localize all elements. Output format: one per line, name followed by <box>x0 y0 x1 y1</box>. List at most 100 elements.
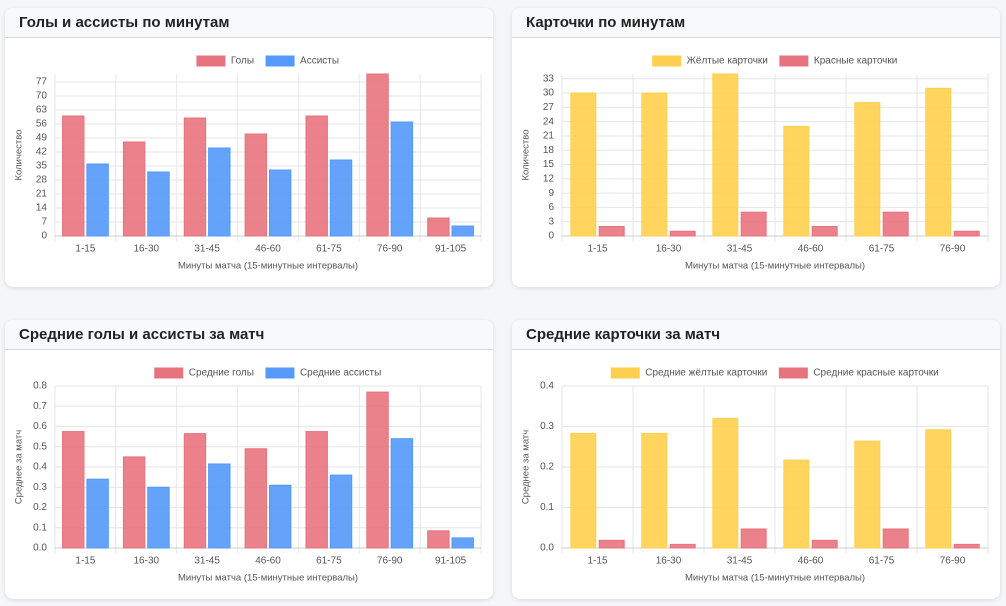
bar <box>329 474 353 549</box>
legend-swatch <box>652 55 682 67</box>
y-tick-label: 70 <box>36 91 48 102</box>
legend-label: Красные карточки <box>814 56 897 67</box>
legend: Жёлтые карточки Красные карточки <box>652 55 897 67</box>
y-axis-title: Среднее за матч <box>14 430 25 504</box>
y-tick-label: 0 <box>41 231 47 242</box>
x-tick-label: 31-45 <box>194 244 220 255</box>
bar <box>925 429 952 549</box>
legend-label: Средние голы <box>189 368 254 379</box>
bar <box>740 211 767 237</box>
bar <box>953 230 980 237</box>
bar <box>811 225 838 237</box>
y-axis-title: Среднее за матч <box>521 430 532 504</box>
x-tick-label: 46-60 <box>798 556 824 567</box>
bar <box>451 537 474 549</box>
legend-label: Ассисты <box>300 56 339 67</box>
bar <box>669 230 696 237</box>
x-tick-label: 91-105 <box>435 244 467 255</box>
y-axis-title: Количество <box>521 129 532 180</box>
bar <box>570 432 597 549</box>
x-tick-label: 76-90 <box>377 244 403 255</box>
x-tick-label: 76-90 <box>377 556 403 567</box>
bar <box>183 433 207 549</box>
bar <box>244 448 268 549</box>
bar <box>783 459 810 549</box>
x-tick-label: 61-75 <box>316 556 342 567</box>
y-tick-label: 21 <box>543 131 555 142</box>
bar <box>882 528 909 549</box>
legend-swatch <box>265 367 295 379</box>
y-tick-label: 27 <box>543 102 555 113</box>
legend-swatch <box>778 367 808 379</box>
legend-label: Средние красные карточки <box>813 368 938 379</box>
bar <box>570 92 597 237</box>
card: Средние голы и ассисты за матч 0.0 0.1 0.2 0… <box>5 320 493 599</box>
y-tick-label: 0 <box>548 231 554 242</box>
y-tick-label: 33 <box>543 73 555 84</box>
y-tick-label: 15 <box>543 159 555 170</box>
bar <box>183 117 207 237</box>
bar <box>740 528 767 549</box>
bar <box>208 463 231 549</box>
bar <box>147 486 170 549</box>
y-tick-label: 14 <box>36 203 48 214</box>
bar <box>366 73 389 237</box>
y-tick-label: 77 <box>36 77 48 88</box>
bar <box>366 391 389 549</box>
y-tick-label: 3 <box>548 216 554 227</box>
bar <box>147 171 170 237</box>
y-tick-label: 0.5 <box>33 441 47 452</box>
x-tick-label: 16-30 <box>656 244 682 255</box>
y-tick-label: 12 <box>543 173 555 184</box>
y-tick-label: 21 <box>36 189 48 200</box>
chart: 0 3 6 9 12 15 18 21 24 27 30 33 1-15 16-30 31-45 46-60 6… <box>521 55 989 272</box>
y-tick-label: 0.3 <box>540 421 554 432</box>
bar <box>244 133 268 237</box>
card-title: Голы и ассисты по минутам <box>5 8 493 38</box>
bar <box>390 438 414 549</box>
bar <box>451 225 474 237</box>
x-tick-label: 31-45 <box>727 244 753 255</box>
y-tick-label: 9 <box>548 188 554 199</box>
chart: 0 7 14 21 28 35 42 49 56 63 70 77 1-15 16-30 31-45 46-6… <box>14 55 482 272</box>
x-tick-label: 31-45 <box>194 556 220 567</box>
y-tick-label: 28 <box>36 175 48 186</box>
bar <box>305 115 328 237</box>
x-tick-label: 46-60 <box>798 244 824 255</box>
card-title: Средние голы и ассисты за матч <box>5 320 493 350</box>
x-tick-label: 76-90 <box>940 244 966 255</box>
x-tick-label: 1-15 <box>75 244 95 255</box>
x-tick-label: 61-75 <box>869 244 895 255</box>
legend-label: Средние жёлтые карточки <box>645 368 767 379</box>
x-tick-label: 1-15 <box>587 556 607 567</box>
legend-swatch <box>265 55 295 67</box>
bar <box>268 484 292 549</box>
x-tick-label: 31-45 <box>727 556 753 567</box>
bar <box>329 159 353 237</box>
legend: Голы Ассисты <box>196 55 339 67</box>
bar <box>811 539 838 549</box>
bar <box>390 121 414 237</box>
bar <box>712 73 739 237</box>
x-tick-label: 16-30 <box>133 244 159 255</box>
y-tick-label: 18 <box>543 145 555 156</box>
bar <box>641 432 668 549</box>
x-tick-label: 46-60 <box>255 556 281 567</box>
bar <box>427 217 450 237</box>
bar <box>598 225 625 237</box>
chart: 0.0 0.1 0.2 0.3 0.4 0.5 0.6 0.7 0.8 1-15 16-30 31-4… <box>14 367 482 584</box>
x-axis-title: Минуты матча (15-минутные интервалы) <box>685 261 865 272</box>
x-tick-label: 46-60 <box>255 244 281 255</box>
x-tick-label: 1-15 <box>75 556 95 567</box>
card-title: Средние карточки за матч <box>512 320 1000 350</box>
bar <box>427 530 450 549</box>
bar <box>925 87 952 237</box>
x-axis-title: Минуты матча (15-минутные интервалы) <box>178 261 358 272</box>
y-tick-label: 0.1 <box>33 522 47 533</box>
card: Карточки по минутам 0 3 6 9 12 15 18 21 24 27 30 33 1… <box>512 8 1000 287</box>
bar <box>305 431 328 549</box>
bar <box>712 417 739 549</box>
x-tick-label: 1-15 <box>587 244 607 255</box>
y-tick-label: 0.4 <box>540 381 554 392</box>
